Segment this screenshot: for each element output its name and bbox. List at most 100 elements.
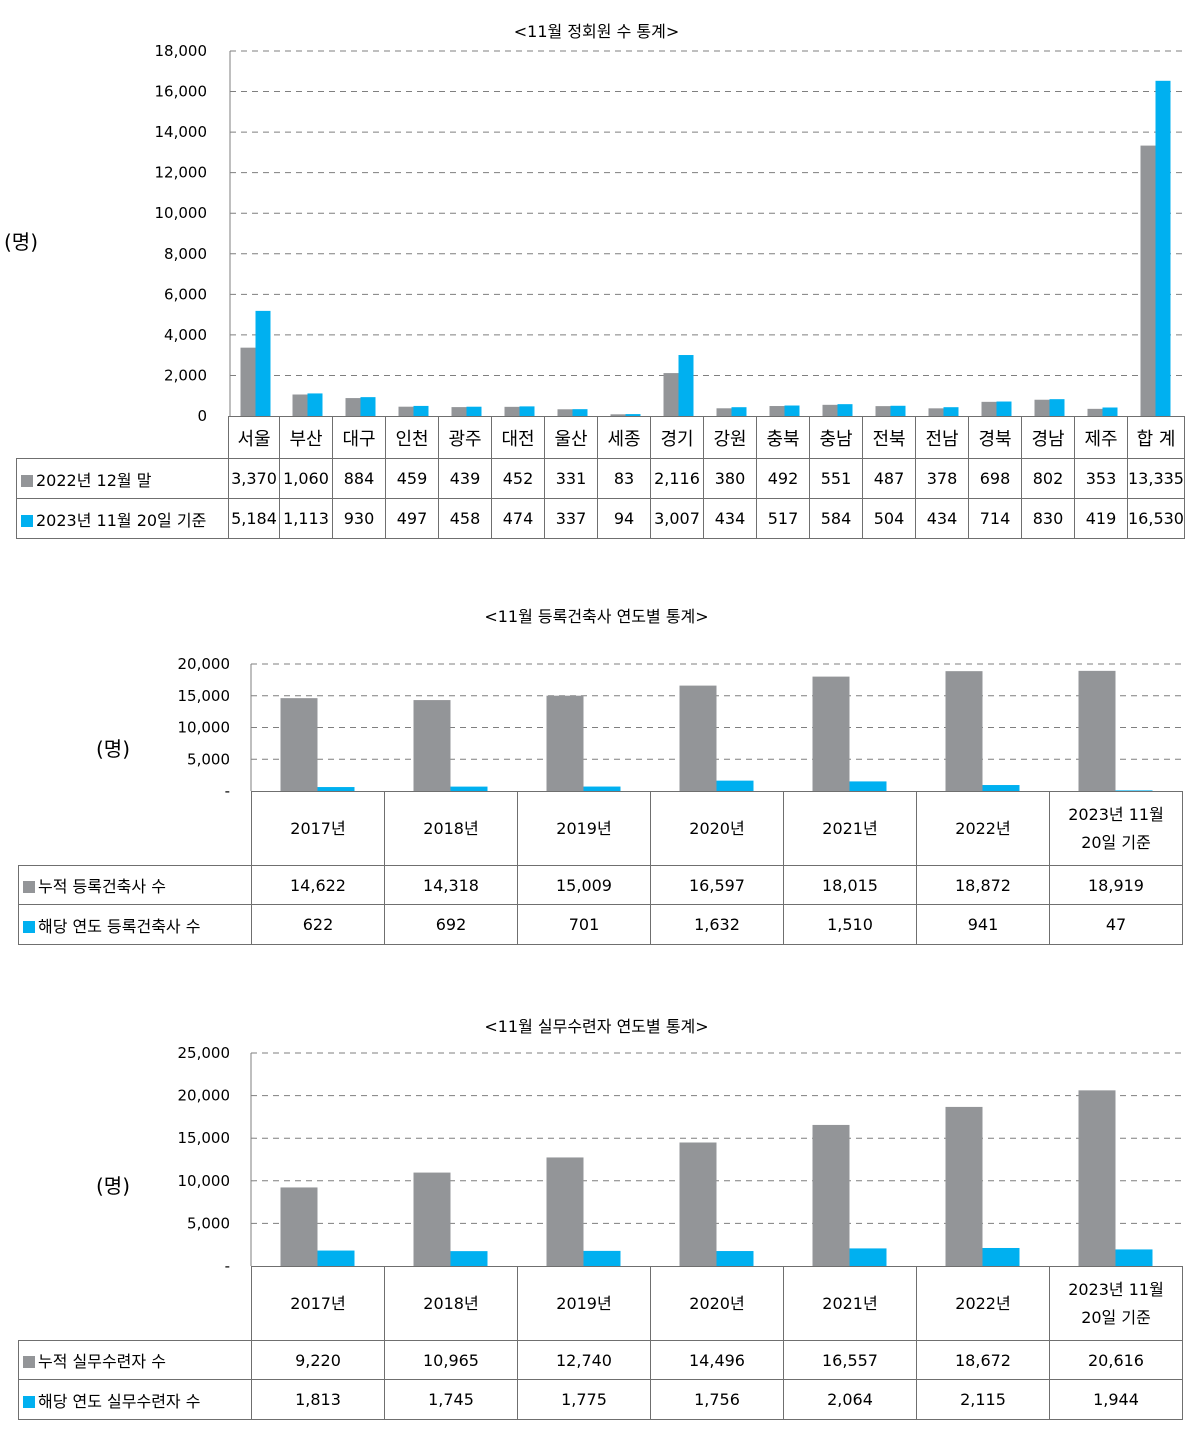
legend-entry: 누적 실무수련자 수 xyxy=(18,1340,252,1380)
bar-series-a xyxy=(292,394,308,416)
chart-plot: 0 2,000 4,000 6,000 8,000 10,000 12,000 14,000 1… xyxy=(155,42,1182,425)
table-row: 해당 연도 실무수련자 수 1,813 1,745 1,775 1,756 2,064 2,… xyxy=(18,1379,1183,1420)
data-label: 353 xyxy=(1074,458,1128,499)
data-label: 458 xyxy=(438,498,492,539)
data-label: 941 xyxy=(916,904,1050,945)
bar-series-a xyxy=(504,406,520,416)
data-label: 714 xyxy=(968,498,1022,539)
data-label: 16,597 xyxy=(650,865,784,905)
legend-label: 2023년 11월 20일 기준 xyxy=(36,510,207,530)
data-label: 1,756 xyxy=(650,1379,784,1420)
bar-series-a xyxy=(280,1187,318,1266)
category-label: 경북 xyxy=(968,416,1022,459)
category-label: 합 계 xyxy=(1127,416,1185,459)
bar-series-a xyxy=(413,700,451,791)
data-label: 14,496 xyxy=(650,1340,784,1380)
bar-series-b xyxy=(519,406,535,416)
data-label: 584 xyxy=(809,498,863,539)
data-table: 2017년 2018년 2019년 2020년 2021년 2022년 2023년 11월 2… xyxy=(18,1266,1183,1420)
data-label: 18,872 xyxy=(916,865,1050,905)
category-label: 대전 xyxy=(491,416,545,459)
bar-series-a xyxy=(1140,145,1156,417)
legend-entry: 해당 연도 등록건축사 수 xyxy=(18,904,252,945)
legend-swatch xyxy=(23,1395,35,1408)
y-axis-label: (명) xyxy=(96,1174,131,1198)
table-row: 2023년 11월 20일 기준 5,184 1,113 930 497 458 474 33… xyxy=(16,498,1185,539)
y-tick-label: 2,000 xyxy=(164,366,207,384)
legend-entry: 누적 등록건축사 수 xyxy=(18,865,252,905)
data-label: 504 xyxy=(862,498,916,539)
bar-series-b xyxy=(572,409,588,416)
legend-swatch xyxy=(23,881,35,893)
bar-series-a xyxy=(679,1142,717,1266)
data-table: 2017년 2018년 2019년 2020년 2021년 2022년 2023년 11월 2… xyxy=(18,791,1183,945)
data-label: 434 xyxy=(703,498,757,539)
bar-series-a xyxy=(398,406,414,416)
category-label: 인천 xyxy=(385,416,439,459)
data-label: 94 xyxy=(597,498,651,539)
category-label: 서울 xyxy=(228,416,280,459)
data-label: 20,616 xyxy=(1049,1340,1183,1380)
category-label: 세종 xyxy=(597,416,651,459)
bar-series-a xyxy=(716,408,732,416)
table-row: 2017년 2018년 2019년 2020년 2021년 2022년 2023년 11월 2… xyxy=(18,1266,1183,1341)
data-label: 884 xyxy=(332,458,386,499)
chart-plot: - 5,000 10,000 15,000 20,000 25,000 xyxy=(178,1044,1182,1275)
bar-series-a xyxy=(663,373,679,416)
bar-series-a xyxy=(812,1124,850,1266)
data-label: 487 xyxy=(862,458,916,499)
y-tick-label: 16,000 xyxy=(155,83,208,101)
bar-series-b xyxy=(678,355,694,416)
y-tick-label: 20,000 xyxy=(178,1087,231,1105)
data-label: 1,510 xyxy=(783,904,917,945)
bar-series-a xyxy=(610,414,626,416)
y-tick-label: 5,000 xyxy=(187,1214,230,1232)
data-label: 3,007 xyxy=(650,498,704,539)
category-label: 울산 xyxy=(544,416,598,459)
bar-series-b xyxy=(731,407,747,416)
legend-label: 해당 연도 실무수련자 수 xyxy=(38,1391,201,1411)
data-label: 3,370 xyxy=(228,458,280,499)
data-label: 18,919 xyxy=(1049,865,1183,905)
data-label: 337 xyxy=(544,498,598,539)
bar-series-b xyxy=(360,397,376,416)
bar-series-a xyxy=(1078,670,1116,791)
data-label: 551 xyxy=(809,458,863,499)
bar-series-a xyxy=(928,408,944,416)
bar-series-a xyxy=(945,671,983,791)
data-label: 1,632 xyxy=(650,904,784,945)
category-label: 2018년 xyxy=(384,1266,518,1341)
data-label: 452 xyxy=(491,458,545,499)
data-label: 1,775 xyxy=(517,1379,651,1420)
bar-series-a xyxy=(413,1172,451,1266)
bar-series-b xyxy=(466,406,482,416)
bar-series-b xyxy=(583,786,621,791)
y-tick-label: 12,000 xyxy=(155,164,208,182)
chart-plot: - 5,000 10,000 15,000 20,000 xyxy=(178,655,1182,800)
category-label: 충남 xyxy=(809,416,863,459)
bar-series-b xyxy=(982,1247,1020,1266)
legend-label: 2022년 12월 말 xyxy=(36,470,152,490)
data-label: 378 xyxy=(915,458,969,499)
data-label: 18,015 xyxy=(783,865,917,905)
data-label: 1,060 xyxy=(279,458,333,499)
data-label: 692 xyxy=(384,904,518,945)
data-label: 331 xyxy=(544,458,598,499)
category-label: 전남 xyxy=(915,416,969,459)
table-corner xyxy=(16,416,229,459)
table-row: 누적 실무수련자 수 9,220 10,965 12,740 14,496 16,557 1… xyxy=(18,1340,1183,1380)
bar-series-a xyxy=(451,407,467,416)
data-label: 459 xyxy=(385,458,439,499)
table-row: 서울 부산 대구 인천 광주 대전 울산 세종 경기 강원 충북 충남 전북 전남 경북 경남 제주 합 계 xyxy=(16,416,1185,459)
bar-series-b xyxy=(890,405,906,416)
chart-title: <11월 등록건축사 연도별 통계> xyxy=(484,607,709,626)
category-label: 2019년 xyxy=(517,1266,651,1341)
category-label: 충북 xyxy=(756,416,810,459)
bar-series-b xyxy=(317,1250,355,1266)
data-label: 517 xyxy=(756,498,810,539)
data-label: 16,530 xyxy=(1127,498,1185,539)
bar-series-a xyxy=(546,695,584,791)
data-label: 802 xyxy=(1021,458,1075,499)
chart-trainees: <11월 실무수련자 연도별 통계> (명) - 5,000 10,000 15,00… xyxy=(0,1000,1193,1420)
bar-series-b xyxy=(413,405,429,416)
